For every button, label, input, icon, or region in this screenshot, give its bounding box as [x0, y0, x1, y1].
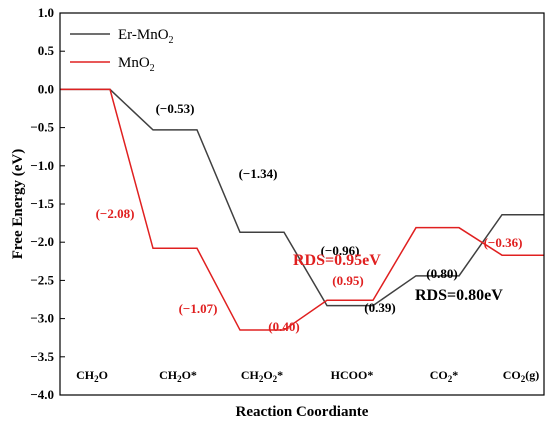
mno2-step-label: (−2.08) — [96, 206, 135, 221]
y-tick-label: −0.5 — [30, 120, 54, 135]
er-step-label: (−0.53) — [156, 101, 195, 116]
y-tick-label: −2.0 — [30, 234, 54, 249]
er-step-label: (0.80) — [426, 266, 457, 281]
state-labels: CH2O CH2O* CH2O2* HCOO* CO2* CO2(g) — [76, 368, 539, 384]
state-label: CH2O — [76, 368, 108, 384]
y-tick-label: −3.0 — [30, 311, 54, 326]
series-line-er-mno2 — [60, 88, 544, 307]
rds-annotation-er: RDS=0.80eV — [415, 287, 503, 304]
y-tick-label: 0.5 — [38, 43, 55, 58]
y-tick-label: −2.5 — [30, 272, 54, 287]
er-step-label: (−1.34) — [239, 166, 278, 181]
y-tick-label: −1.0 — [30, 158, 54, 173]
state-label: HCOO* — [331, 368, 374, 382]
mno2-step-label: (−1.07) — [179, 301, 218, 316]
series-lines — [60, 88, 544, 331]
y-axis-title: Free Energy (eV) — [10, 149, 26, 260]
series-line-mno2 — [60, 88, 544, 331]
state-label: CH2O2* — [241, 368, 283, 384]
legend: Er-MnO2 MnO2 — [70, 27, 174, 74]
state-label: CO2* — [430, 368, 459, 384]
y-tick-label: 0.0 — [38, 81, 54, 96]
mno2-step-label: (0.40) — [268, 319, 299, 334]
legend-label-mno2: MnO2 — [118, 55, 155, 74]
y-tick-label: 1.0 — [38, 5, 54, 20]
plot-frame — [59, 12, 545, 396]
y-ticks: 1.0 0.5 0.0 −0.5 −1.0 −1.5 −2.0 −2.5 −3.0 −3.5 −4.… — [30, 5, 65, 402]
er-step-label: (0.39) — [364, 300, 395, 315]
y-tick-label: −1.5 — [30, 196, 54, 211]
state-label: CH2O* — [159, 368, 197, 384]
mno2-step-label: (0.95) — [332, 273, 363, 288]
er-step-label: (−0.96) — [321, 243, 360, 258]
state-label: CO2(g) — [503, 368, 540, 384]
legend-label-er: Er-MnO2 — [118, 27, 174, 46]
y-tick-label: −3.5 — [30, 349, 54, 364]
x-axis-title: Reaction Coordiante — [236, 404, 369, 420]
mno2-step-label: (−0.36) — [484, 235, 523, 250]
rds-annotation-mno2: RDS=0.95eV — [293, 252, 381, 269]
step-labels: (−0.53) (−1.34) (−0.96) (0.39) (0.80) (−2.08)… — [96, 101, 523, 334]
y-tick-label: −4.0 — [30, 387, 54, 402]
